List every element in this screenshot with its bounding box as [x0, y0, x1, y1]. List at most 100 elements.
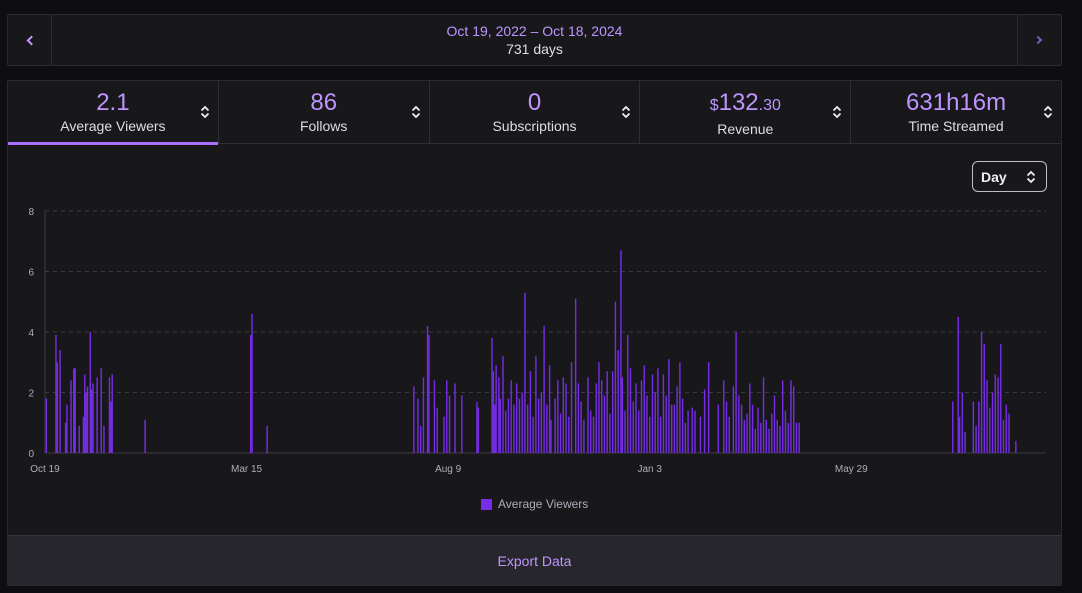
- previous-range-button[interactable]: [8, 15, 52, 65]
- chart-bar: [570, 362, 573, 453]
- date-range-bar: Oct 19, 2022 – Oct 18, 2024 731 days: [7, 14, 1062, 66]
- stats-panel: 2.1 Average Viewers 86 Follows 0 Subscri…: [7, 80, 1062, 586]
- chart-bar: [598, 362, 600, 453]
- chart-bar: [251, 313, 253, 453]
- sort-arrows-icon: [200, 105, 209, 119]
- chart-bar: [723, 380, 725, 453]
- chart-bar: [980, 332, 983, 453]
- chart-bar: [784, 410, 787, 453]
- x-tick-label: Jan 3: [637, 464, 662, 475]
- chart-bar: [762, 377, 765, 453]
- chart-bar: [771, 413, 773, 453]
- chart-bar: [790, 380, 792, 453]
- chart-bar: [643, 365, 645, 453]
- metric-tab-average-viewers[interactable]: 2.1 Average Viewers: [8, 81, 219, 145]
- chart-bar: [420, 425, 422, 453]
- chart-bar: [448, 395, 451, 453]
- chart-bar: [743, 419, 746, 453]
- metric-label: Subscriptions: [492, 118, 577, 134]
- chart-bar: [108, 377, 111, 453]
- sort-arrows-icon: [1043, 105, 1053, 119]
- sort-arrows-icon: [411, 105, 420, 119]
- export-data-button[interactable]: Export Data: [8, 535, 1061, 585]
- chart-bar: [1008, 413, 1010, 453]
- chart-bar: [635, 383, 637, 453]
- chart-bar: [703, 389, 706, 453]
- y-tick-label: 0: [28, 449, 34, 460]
- chart-bar: [757, 407, 759, 453]
- chart-bar: [749, 383, 751, 453]
- chart-bar: [746, 413, 748, 453]
- chart-bar: [454, 383, 456, 453]
- sort-arrows-icon: [833, 105, 842, 119]
- metric-value: 86: [310, 89, 338, 116]
- chart-bar: [659, 416, 662, 453]
- chart-bar: [74, 368, 76, 453]
- chart-bar: [64, 422, 67, 453]
- chart-bar: [529, 371, 532, 453]
- y-tick-label: 4: [28, 328, 34, 339]
- chart-bar: [975, 425, 977, 453]
- metric-value: 0: [527, 89, 542, 116]
- chart-bar: [676, 386, 678, 453]
- chart-bar: [568, 416, 570, 453]
- select-arrows-icon: [1026, 170, 1036, 184]
- chart-bar: [495, 365, 497, 453]
- chart-bar: [70, 380, 72, 453]
- chart-bar: [978, 401, 980, 453]
- chart-bar: [85, 392, 87, 453]
- chart-bar: [426, 325, 429, 453]
- chart-bar: [86, 386, 89, 453]
- chart-bar: [773, 395, 776, 453]
- chart-bar: [580, 401, 582, 453]
- chart-bar: [513, 404, 515, 453]
- legend-label: Average Viewers: [498, 497, 589, 511]
- chart-bar: [78, 425, 80, 453]
- currency-symbol: $: [709, 97, 719, 114]
- chart-bar: [507, 398, 510, 453]
- chart-bar: [521, 392, 523, 453]
- chart-bar: [577, 383, 580, 453]
- chart-bar: [649, 416, 651, 453]
- chart-bar: [498, 377, 500, 453]
- revenue-whole: 132: [718, 89, 759, 116]
- chart-bar: [100, 368, 102, 453]
- chart-bar: [787, 422, 789, 453]
- chart-bar: [84, 374, 86, 453]
- chart-bar: [45, 398, 48, 453]
- metric-tab-subscriptions[interactable]: 0 Subscriptions: [430, 81, 641, 144]
- chart-bar: [1015, 440, 1017, 453]
- chart-bar: [249, 335, 252, 453]
- average-viewers-chart: 0 2 4 6 8 Oct 19 Mar 15 Aug 9 Jan 3 May 29: [28, 207, 1046, 475]
- chart-bar: [443, 416, 445, 453]
- x-tick-label: Aug 9: [435, 464, 462, 475]
- metric-label: Follows: [299, 118, 348, 134]
- chart-bar: [646, 395, 648, 453]
- metric-tab-revenue[interactable]: $132.30 Revenue: [640, 81, 852, 144]
- interval-select[interactable]: Day: [972, 161, 1047, 192]
- chart-bar: [446, 380, 448, 453]
- chart-bar: [740, 404, 743, 453]
- chart-bar: [524, 292, 526, 453]
- chart-bar: [732, 386, 735, 453]
- chart-bar: [989, 407, 991, 453]
- metric-tab-time-streamed[interactable]: 631h16m Time Streamed: [851, 81, 1061, 144]
- chart-bar: [725, 401, 728, 453]
- chart-bar: [782, 380, 784, 453]
- chart-bar: [562, 377, 565, 453]
- chart-bar: [994, 374, 996, 453]
- next-range-button[interactable]: [1017, 15, 1061, 65]
- chart-bar: [554, 398, 556, 453]
- chart-bar: [1005, 404, 1007, 453]
- metric-tab-follows[interactable]: 86 Follows: [219, 81, 430, 144]
- chart-bar: [991, 392, 994, 453]
- chart-bar: [266, 425, 268, 453]
- chart-bar: [972, 401, 975, 453]
- chart-bar: [56, 362, 59, 453]
- chart-bar: [779, 425, 781, 453]
- chart-bar: [684, 422, 687, 453]
- chart-bar: [516, 383, 518, 453]
- y-tick-label: 6: [28, 268, 34, 279]
- chart-bar: [614, 301, 617, 453]
- chart-bar: [532, 416, 534, 453]
